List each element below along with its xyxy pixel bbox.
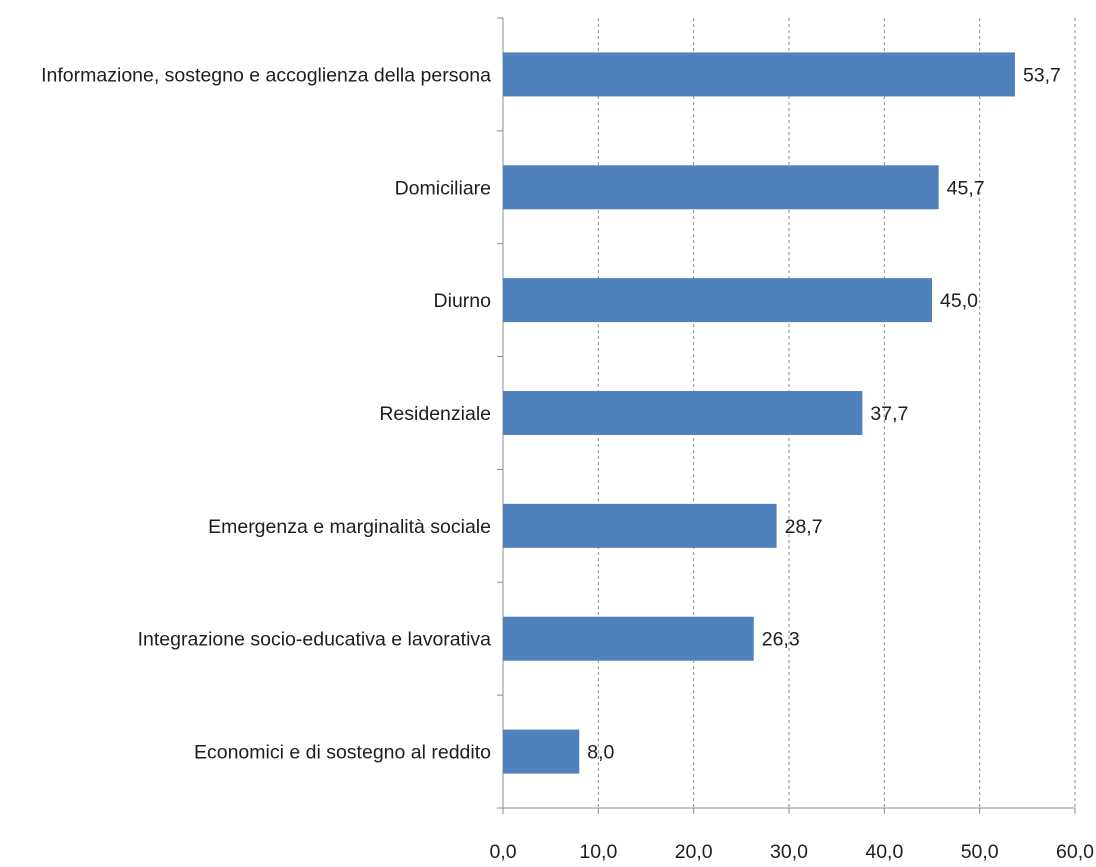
data-label: 26,3 xyxy=(762,629,800,651)
category-label: Integrazione socio-educativa e lavorativ… xyxy=(138,629,492,651)
bar xyxy=(503,616,754,661)
bars xyxy=(503,52,1015,774)
bar xyxy=(503,503,777,548)
bar xyxy=(503,278,932,323)
data-label: 37,7 xyxy=(870,403,908,425)
x-tick-label: 60,0 xyxy=(1056,841,1094,863)
x-tick-label: 0,0 xyxy=(489,841,516,863)
data-label: 45,0 xyxy=(940,290,978,312)
bar xyxy=(503,52,1015,97)
x-tick-label: 10,0 xyxy=(579,841,617,863)
labels: 0,0 10,0 20,0 30,0 40,0 50,0 60,0 53,7 Informazi… xyxy=(41,64,1094,863)
x-tick-label: 30,0 xyxy=(770,841,808,863)
data-label: 45,7 xyxy=(947,177,985,199)
category-label: Economici e di sostegno al reddito xyxy=(194,742,491,764)
bar xyxy=(503,729,580,774)
data-label: 28,7 xyxy=(785,516,823,538)
bar xyxy=(503,165,939,210)
data-label: 53,7 xyxy=(1023,64,1061,86)
x-tick-label: 20,0 xyxy=(675,841,713,863)
category-label: Informazione, sostegno e accoglienza del… xyxy=(41,64,491,86)
data-label: 8,0 xyxy=(587,742,614,764)
category-label: Domiciliare xyxy=(395,177,491,199)
category-label: Emergenza e marginalità sociale xyxy=(208,516,491,538)
category-label: Diurno xyxy=(434,290,492,312)
bar xyxy=(503,391,863,435)
x-tick-label: 50,0 xyxy=(961,841,999,863)
category-label: Residenziale xyxy=(379,403,491,425)
x-tick-label: 40,0 xyxy=(865,841,903,863)
